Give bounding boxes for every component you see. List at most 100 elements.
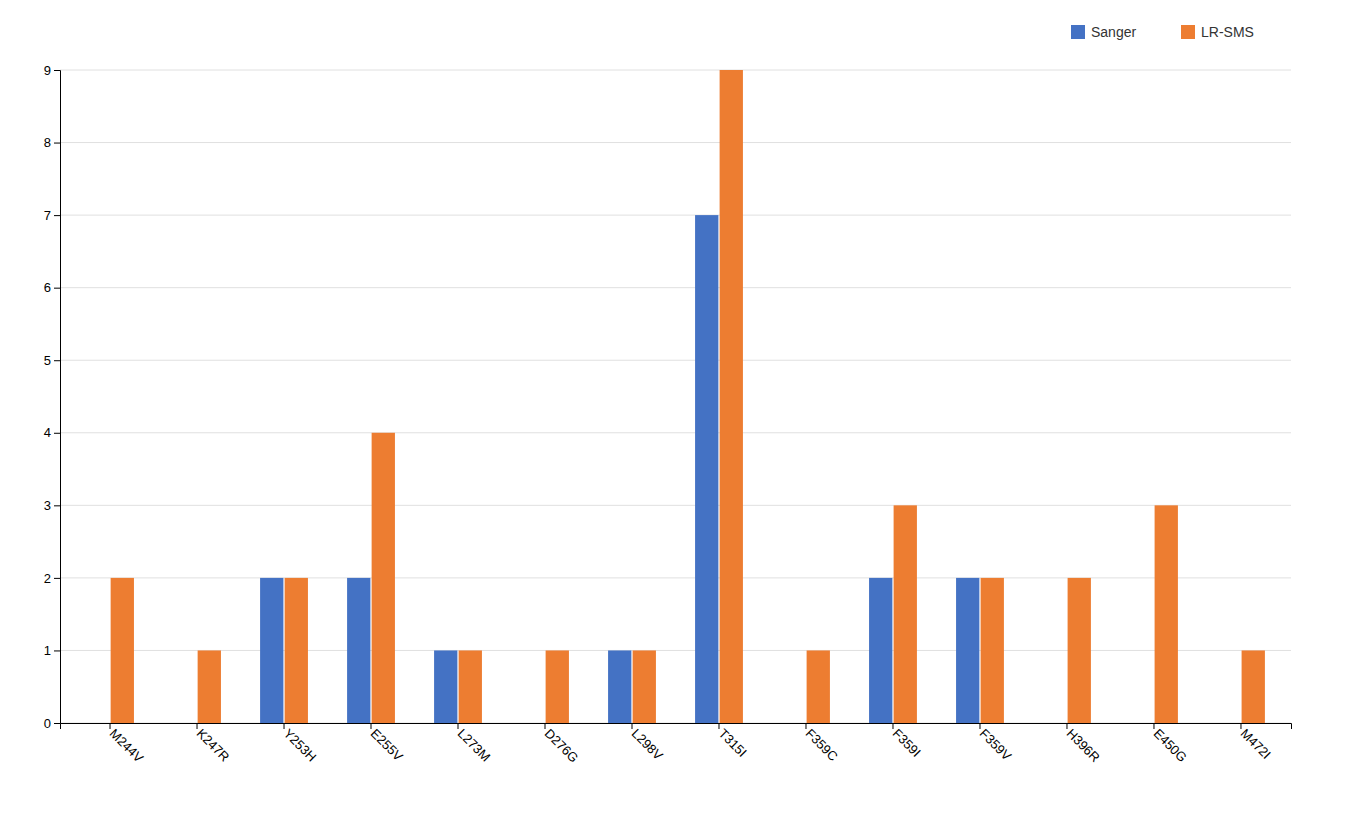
bar xyxy=(869,578,892,723)
x-tick: L298V xyxy=(629,723,666,763)
grid-line xyxy=(60,432,1291,433)
y-tick: 3 xyxy=(44,498,60,513)
grid-line xyxy=(60,70,1291,71)
y-axis: 0123456789 xyxy=(44,63,61,731)
y-tick: 1 xyxy=(44,643,60,658)
x-tick: F359I xyxy=(890,723,924,760)
x-tick-mark xyxy=(805,723,806,729)
x-tick-mark xyxy=(458,723,459,729)
y-tick: 4 xyxy=(44,425,60,440)
y-tick-mark xyxy=(54,505,60,506)
bar xyxy=(956,578,979,723)
x-tick: L273M xyxy=(455,723,494,764)
y-tick-mark xyxy=(54,143,60,144)
x-tick: K247R xyxy=(194,723,233,764)
x-tick-label: F359C xyxy=(803,726,841,764)
bar xyxy=(981,578,1004,723)
bar xyxy=(1155,505,1178,723)
bar xyxy=(1068,578,1091,723)
y-tick-label: 9 xyxy=(44,63,51,78)
legend: Sanger LR-SMS xyxy=(1071,24,1254,40)
x-tick-mark xyxy=(892,723,893,729)
x-tick-mark xyxy=(632,723,633,729)
chart: 0123456789M244VK247RY253HE255VL273MD276G… xyxy=(0,0,1361,813)
x-tick: T315I xyxy=(716,723,750,760)
y-tick-label: 8 xyxy=(44,135,51,150)
y-tick-mark xyxy=(54,433,60,434)
y-tick-label: 2 xyxy=(44,571,51,586)
grid-line xyxy=(60,360,1291,361)
y-tick: 2 xyxy=(44,571,60,586)
y-tick-label: 3 xyxy=(44,498,51,513)
x-tick-mark xyxy=(197,723,198,729)
bar xyxy=(285,578,308,723)
y-tick: 0 xyxy=(44,716,60,731)
bar xyxy=(608,650,631,723)
x-tick-mark xyxy=(371,723,372,729)
y-tick: 9 xyxy=(44,63,60,78)
bar xyxy=(546,650,569,723)
bar xyxy=(434,650,457,723)
x-tick: M244V xyxy=(107,723,147,766)
bars xyxy=(111,70,1265,723)
bar xyxy=(198,650,221,723)
bar-series xyxy=(111,70,1265,723)
x-tick-label: H396R xyxy=(1064,726,1103,765)
x-tick-mark xyxy=(979,723,980,729)
grid-line xyxy=(60,287,1291,288)
bar xyxy=(1130,723,1153,724)
x-tick-label: L273M xyxy=(455,726,494,765)
x-tick-mark xyxy=(110,723,111,729)
bar xyxy=(521,723,544,724)
legend-swatch xyxy=(1071,25,1085,39)
x-tick-mark xyxy=(1066,723,1067,729)
x-tick-label: F359I xyxy=(890,726,924,760)
x-tick-mark xyxy=(1240,723,1241,729)
bar xyxy=(372,433,395,723)
grid-line xyxy=(60,650,1291,651)
y-tick-mark xyxy=(54,650,60,651)
bar xyxy=(459,650,482,723)
x-tick-label: L298V xyxy=(629,726,666,763)
legend-item: Sanger xyxy=(1071,24,1136,40)
legend-label: Sanger xyxy=(1091,24,1136,40)
x-tick: E255V xyxy=(368,723,406,764)
bar xyxy=(782,723,805,724)
x-tick: M472I xyxy=(1238,723,1274,762)
legend-swatch xyxy=(1181,25,1195,39)
x-tick-mark xyxy=(284,723,285,729)
y-axis-line xyxy=(54,71,61,724)
plot: 0123456789M244VK247RY253HE255VL273MD276G… xyxy=(44,63,1292,766)
x-tick: F359V xyxy=(977,723,1015,764)
y-tick-label: 1 xyxy=(44,643,51,658)
bar xyxy=(173,723,196,724)
bar xyxy=(894,505,917,723)
y-tick-mark xyxy=(54,288,60,289)
grid-line xyxy=(60,505,1291,506)
grid-line xyxy=(60,577,1291,578)
x-tick: Y253H xyxy=(281,723,320,764)
x-tick-label: T315I xyxy=(716,726,750,760)
bar xyxy=(1242,650,1265,723)
legend-item: LR-SMS xyxy=(1181,24,1254,40)
legend-label: LR-SMS xyxy=(1201,24,1254,40)
x-tick-mark xyxy=(545,723,546,729)
grid xyxy=(60,70,1291,723)
bar xyxy=(260,578,283,723)
bar xyxy=(86,723,109,724)
y-tick: 7 xyxy=(44,208,60,223)
y-tick: 5 xyxy=(44,353,60,368)
y-tick: 8 xyxy=(44,135,60,150)
x-tick: H396R xyxy=(1064,723,1103,765)
x-tick-label: D276G xyxy=(542,726,582,766)
x-tick-label: F359V xyxy=(977,726,1015,764)
x-tick-label: M472I xyxy=(1238,726,1274,762)
x-tick-label: E450G xyxy=(1151,726,1190,765)
grid-line xyxy=(60,215,1291,216)
bar xyxy=(347,578,370,723)
x-tick-label: K247R xyxy=(194,726,233,765)
grid-line xyxy=(60,142,1291,143)
y-tick-mark xyxy=(54,578,60,579)
bar xyxy=(695,215,718,723)
y-tick-mark xyxy=(54,723,60,724)
